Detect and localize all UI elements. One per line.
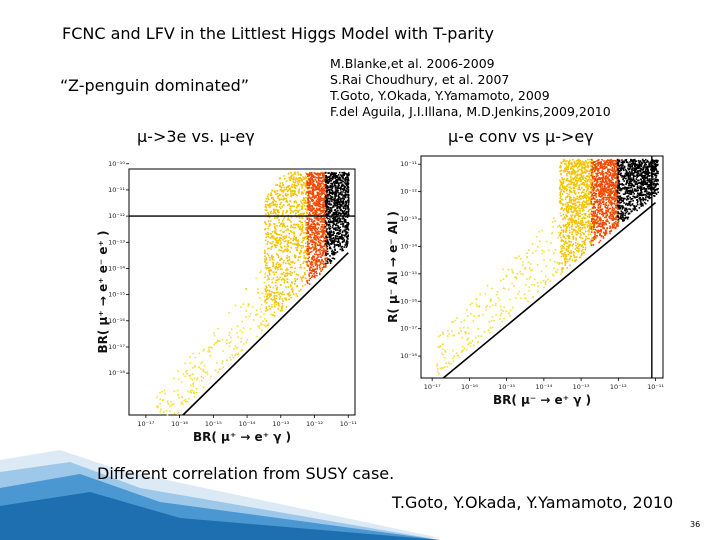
x-tick-label: 10⁻¹³ <box>272 420 289 428</box>
y-tick-label: 10⁻¹¹ <box>400 160 417 168</box>
decorative-swoosh <box>0 450 440 540</box>
plot-frame <box>420 155 664 379</box>
correlation-line <box>442 201 657 379</box>
y-tick-label: 10⁻¹³ <box>108 238 125 246</box>
x-tick-label: 10⁻¹⁶ <box>171 420 188 428</box>
y-tick-label: 10⁻¹² <box>400 188 417 196</box>
y-tick-label: 10⁻¹⁶ <box>400 297 417 305</box>
page-number: 36 <box>690 520 701 529</box>
slide-title: FCNC and LFV in the Littlest Higgs Model… <box>62 24 495 43</box>
y-tick-label: 10⁻¹¹ <box>108 186 125 194</box>
scatter-points <box>155 171 350 416</box>
y-tick-label: 10⁻¹² <box>108 212 125 220</box>
y-axis-label: BR( μ⁺ → e⁺ e⁻ e⁺ ) <box>96 230 110 353</box>
scatter-plot-mueconv: 10⁻¹⁷ 10⁻¹⁶ 10⁻¹⁵ 10⁻¹⁴ 10⁻¹³ 10⁻¹² 10⁻¹¹ 10⁻¹⁸… <box>386 155 664 407</box>
y-axis-label: R( μ⁻ Al → e⁻ Al ) <box>386 211 400 323</box>
y-tick-label: 10⁻¹³ <box>400 215 417 223</box>
y-tick-label: 10⁻¹⁷ <box>400 325 417 333</box>
x-axis-label: BR( μ⁻ → e⁺ γ ) <box>493 393 591 407</box>
correlation-note: Different correlation from SUSY case. <box>97 464 395 483</box>
credit-text: T.Goto, Y.Okada, Y.Yamamoto, 2010 <box>392 493 674 512</box>
y-tick-label: 10⁻¹⁸ <box>400 352 417 360</box>
y-tick-label: 10⁻¹⁰ <box>108 160 125 168</box>
x-tick-label: 10⁻¹⁵ <box>498 383 515 391</box>
y-tick-label: 10⁻¹⁵ <box>108 291 125 299</box>
y-tick-label: 10⁻¹⁶ <box>108 317 125 325</box>
y-tick-label: 10⁻¹⁴ <box>400 242 417 250</box>
y-tick-label: 10⁻¹⁴ <box>108 264 125 272</box>
y-tick-label: 10⁻¹⁷ <box>108 343 125 351</box>
right-plot-caption: μ-e conv vs μ->eγ <box>448 127 594 146</box>
x-tick-label: 10⁻¹⁷ <box>424 383 441 391</box>
x-tick-label: 10⁻¹⁴ <box>535 383 552 391</box>
reference-item: T.Goto, Y.Okada, Y.Yamamoto, 2009 <box>330 88 550 103</box>
scatter-points <box>436 158 659 375</box>
y-tick-label: 10⁻¹⁸ <box>108 369 125 377</box>
reference-item: S.Rai Choudhury, et al. 2007 <box>330 72 510 87</box>
reference-list: M.Blanke,et al. 2006-2009 S.Rai Choudhur… <box>330 56 611 120</box>
x-tick-label: 10⁻¹⁶ <box>461 383 478 391</box>
reference-item: F.del Aguila, J.I.Illana, M.D.Jenkins,20… <box>330 104 611 119</box>
scatter-plot-mu3e: 10⁻¹⁷ 10⁻¹⁶ 10⁻¹⁵ 10⁻¹⁴ 10⁻¹³ 10⁻¹² 10⁻¹¹ 10⁻¹⁸… <box>96 160 357 444</box>
x-tick-label: 10⁻¹² <box>306 420 323 428</box>
reference-item: M.Blanke,et al. 2006-2009 <box>330 56 495 71</box>
x-tick-label: 10⁻¹⁵ <box>205 420 222 428</box>
y-tick-label: 10⁻¹⁵ <box>400 270 417 278</box>
x-tick-label: 10⁻¹³ <box>573 383 590 391</box>
x-tick-label: 10⁻¹² <box>610 383 627 391</box>
x-axis-label: BR( μ⁺ → e⁺ γ ) <box>193 430 291 444</box>
x-tick-label: 10⁻¹¹ <box>647 383 664 391</box>
x-tick-label: 10⁻¹¹ <box>340 420 357 428</box>
x-tick-label: 10⁻¹⁷ <box>137 420 154 428</box>
left-plot-caption: μ->3e vs. μ-eγ <box>137 127 255 146</box>
plot-frame <box>128 168 356 416</box>
x-tick-label: 10⁻¹⁴ <box>239 420 256 428</box>
correlation-line <box>182 252 349 416</box>
quote-text: “Z-penguin dominated” <box>60 76 250 95</box>
